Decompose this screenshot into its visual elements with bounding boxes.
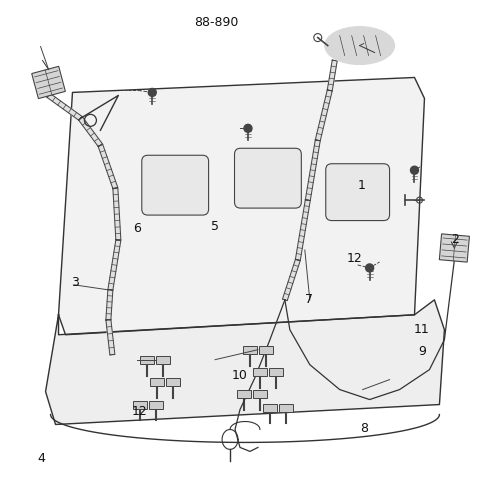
Polygon shape [98, 144, 118, 189]
Text: 4: 4 [37, 451, 45, 465]
Text: 88-890: 88-890 [194, 16, 238, 29]
Text: 10: 10 [232, 369, 248, 382]
Circle shape [244, 124, 252, 132]
Text: 12: 12 [347, 252, 363, 265]
Bar [439, 234, 469, 262]
Bar [279, 404, 293, 411]
Polygon shape [106, 320, 115, 355]
Text: 1: 1 [358, 179, 366, 192]
Text: 6: 6 [133, 222, 141, 235]
Polygon shape [113, 188, 121, 240]
Bar [140, 356, 154, 364]
Polygon shape [59, 78, 424, 335]
Bar [156, 356, 170, 364]
Circle shape [148, 88, 156, 97]
Polygon shape [108, 240, 121, 290]
Polygon shape [283, 259, 300, 301]
Bar [150, 378, 164, 386]
Bar [133, 401, 147, 408]
Bar [253, 389, 267, 398]
Bar [269, 367, 283, 376]
Polygon shape [106, 290, 113, 320]
FancyBboxPatch shape [326, 164, 390, 221]
FancyBboxPatch shape [142, 155, 209, 215]
FancyBboxPatch shape [235, 148, 301, 208]
Polygon shape [315, 90, 332, 141]
Text: 2: 2 [451, 233, 459, 245]
Bar [263, 404, 277, 411]
Bar [149, 401, 163, 408]
Text: 12: 12 [132, 406, 147, 418]
Bar [259, 346, 273, 354]
Text: 5: 5 [211, 221, 219, 233]
Text: 3: 3 [71, 276, 79, 289]
Circle shape [410, 166, 419, 174]
Bar [243, 346, 257, 354]
Circle shape [366, 264, 373, 272]
Bar [237, 389, 251, 398]
Bar [253, 367, 267, 376]
Bar [32, 66, 65, 99]
Bar [166, 378, 180, 386]
Polygon shape [47, 93, 82, 121]
Polygon shape [305, 140, 320, 201]
Text: 9: 9 [418, 345, 426, 358]
Polygon shape [46, 300, 444, 425]
Ellipse shape [325, 27, 395, 64]
Text: 8: 8 [360, 423, 369, 435]
Polygon shape [327, 60, 337, 91]
Text: 11: 11 [414, 323, 430, 336]
Text: 7: 7 [305, 293, 313, 306]
Polygon shape [78, 117, 102, 147]
Polygon shape [295, 200, 310, 261]
